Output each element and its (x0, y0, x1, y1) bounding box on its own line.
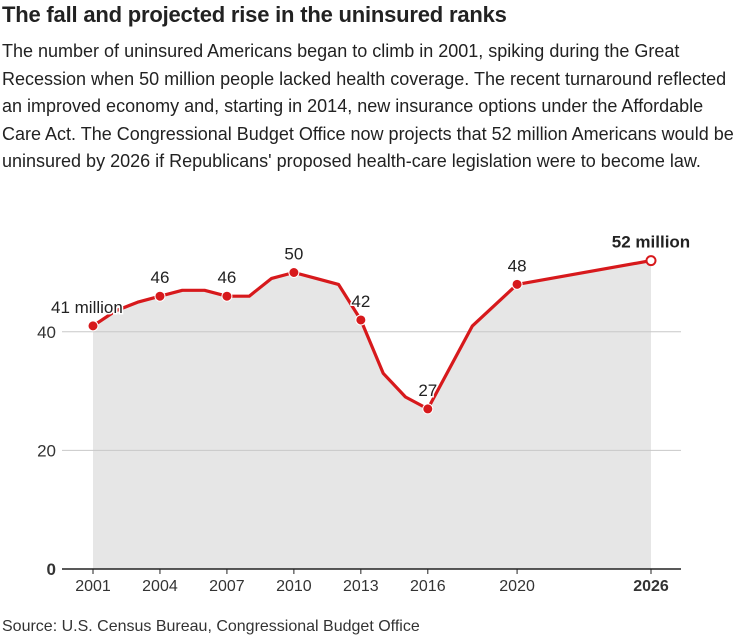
data-point-2026 (645, 255, 657, 267)
gridlines (62, 331, 681, 451)
y-tick-label-40: 40 (37, 323, 56, 342)
source-note: Source: U.S. Census Bureau, Congressiona… (2, 618, 420, 635)
area-fill (93, 260, 651, 569)
data-point-2016 (422, 403, 434, 415)
y-tick-label-0: 0 (47, 560, 56, 579)
chart-description: The number of uninsured Americans began … (2, 41, 734, 172)
data-point-2010 (288, 267, 300, 278)
area-fill-layer (93, 260, 651, 569)
data-label-2007: 46 (217, 268, 236, 287)
y-tick-label-20: 20 (37, 441, 56, 460)
x-axis-ticks: 2001 2004 2007 2010 2013 2016 2020 2026 (75, 569, 669, 595)
data-label-2016: 27 (418, 381, 437, 400)
data-point-2001 (87, 320, 99, 332)
y-axis-ticks: 0 20 40 (37, 323, 56, 579)
data-label-2001: 41 million (51, 298, 123, 317)
data-points (87, 255, 657, 415)
data-point-2004 (154, 290, 166, 302)
data-label-2020: 48 (508, 256, 527, 275)
chart-title: The fall and projected rise in the unins… (2, 2, 507, 27)
data-point-2020 (511, 278, 523, 290)
data-label-2013: 42 (351, 292, 370, 311)
data-labels: 41 million 46 46 50 42 27 48 52 million (50, 231, 692, 401)
x-tick-label-2010: 2010 (276, 578, 312, 595)
data-label-2026: 52 million (612, 233, 690, 252)
data-label-2010: 50 (284, 245, 303, 264)
data-label-2004: 46 (150, 268, 169, 287)
x-tick-label-2007: 2007 (209, 578, 245, 595)
x-tick-label-2016: 2016 (410, 578, 446, 595)
data-point-2007 (221, 290, 233, 302)
data-point-2013 (355, 314, 367, 326)
x-tick-label-2013: 2013 (343, 578, 379, 595)
x-tick-label-2020: 2020 (499, 578, 535, 595)
x-tick-label-2001: 2001 (75, 578, 111, 595)
x-tick-label-2004: 2004 (142, 578, 178, 595)
x-tick-label-2026: 2026 (633, 578, 669, 595)
